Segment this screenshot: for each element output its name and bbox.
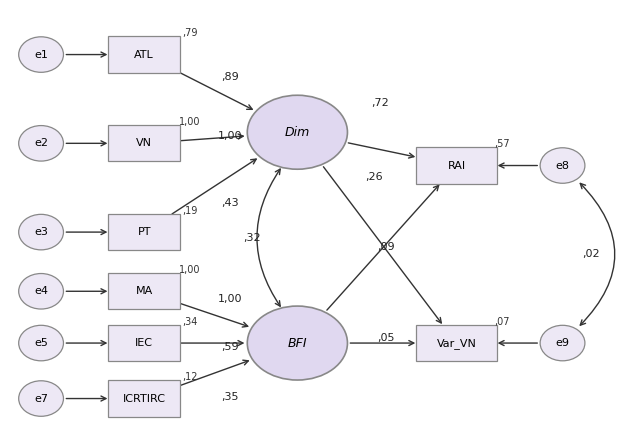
Ellipse shape [247, 95, 347, 169]
FancyBboxPatch shape [108, 125, 181, 161]
Text: PT: PT [137, 227, 151, 237]
Text: e8: e8 [555, 160, 569, 171]
FancyBboxPatch shape [416, 325, 497, 361]
Text: ,05: ,05 [377, 332, 394, 343]
Text: 1,00: 1,00 [218, 293, 242, 304]
Text: ,32: ,32 [243, 232, 261, 243]
Text: e2: e2 [34, 138, 48, 149]
Ellipse shape [540, 325, 585, 361]
Text: e9: e9 [555, 338, 569, 348]
Text: ,34: ,34 [183, 316, 198, 327]
Ellipse shape [18, 381, 64, 416]
Text: ATL: ATL [134, 50, 154, 60]
Ellipse shape [18, 37, 64, 72]
Text: ,35: ,35 [221, 392, 238, 402]
Text: BFI: BFI [287, 336, 307, 350]
Text: MA: MA [135, 286, 153, 296]
Text: e7: e7 [34, 393, 48, 404]
Text: 1,00: 1,00 [179, 265, 201, 275]
FancyBboxPatch shape [108, 273, 181, 309]
Text: RAI: RAI [447, 160, 466, 171]
Text: e3: e3 [34, 227, 48, 237]
Text: ,59: ,59 [221, 343, 238, 352]
Text: ,19: ,19 [183, 206, 198, 216]
Text: ,12: ,12 [183, 372, 198, 382]
FancyBboxPatch shape [416, 147, 497, 183]
Text: e4: e4 [34, 286, 48, 296]
Ellipse shape [540, 148, 585, 183]
FancyBboxPatch shape [108, 36, 181, 72]
Ellipse shape [247, 306, 347, 380]
Text: ,79: ,79 [183, 28, 198, 38]
Text: ,07: ,07 [495, 316, 510, 327]
Text: Dim: Dim [285, 126, 310, 139]
Text: Var_VN: Var_VN [436, 338, 476, 348]
Ellipse shape [18, 325, 64, 361]
Text: ,09: ,09 [377, 242, 394, 252]
FancyBboxPatch shape [108, 214, 181, 250]
Text: ICRTIRC: ICRTIRC [123, 393, 166, 404]
Text: e1: e1 [34, 50, 48, 60]
Ellipse shape [18, 126, 64, 161]
Text: ,72: ,72 [371, 98, 389, 108]
Text: 1,00: 1,00 [218, 131, 242, 141]
Text: e5: e5 [34, 338, 48, 348]
Text: IEC: IEC [135, 338, 153, 348]
Text: ,57: ,57 [495, 139, 510, 149]
Text: ,02: ,02 [582, 249, 600, 259]
Text: ,89: ,89 [221, 72, 238, 82]
Ellipse shape [18, 214, 64, 250]
FancyBboxPatch shape [108, 325, 181, 361]
FancyBboxPatch shape [108, 381, 181, 417]
Ellipse shape [18, 274, 64, 309]
Text: 1,00: 1,00 [179, 117, 201, 127]
Text: VN: VN [136, 138, 152, 149]
Text: ,26: ,26 [365, 171, 383, 182]
Text: ,43: ,43 [221, 198, 238, 207]
